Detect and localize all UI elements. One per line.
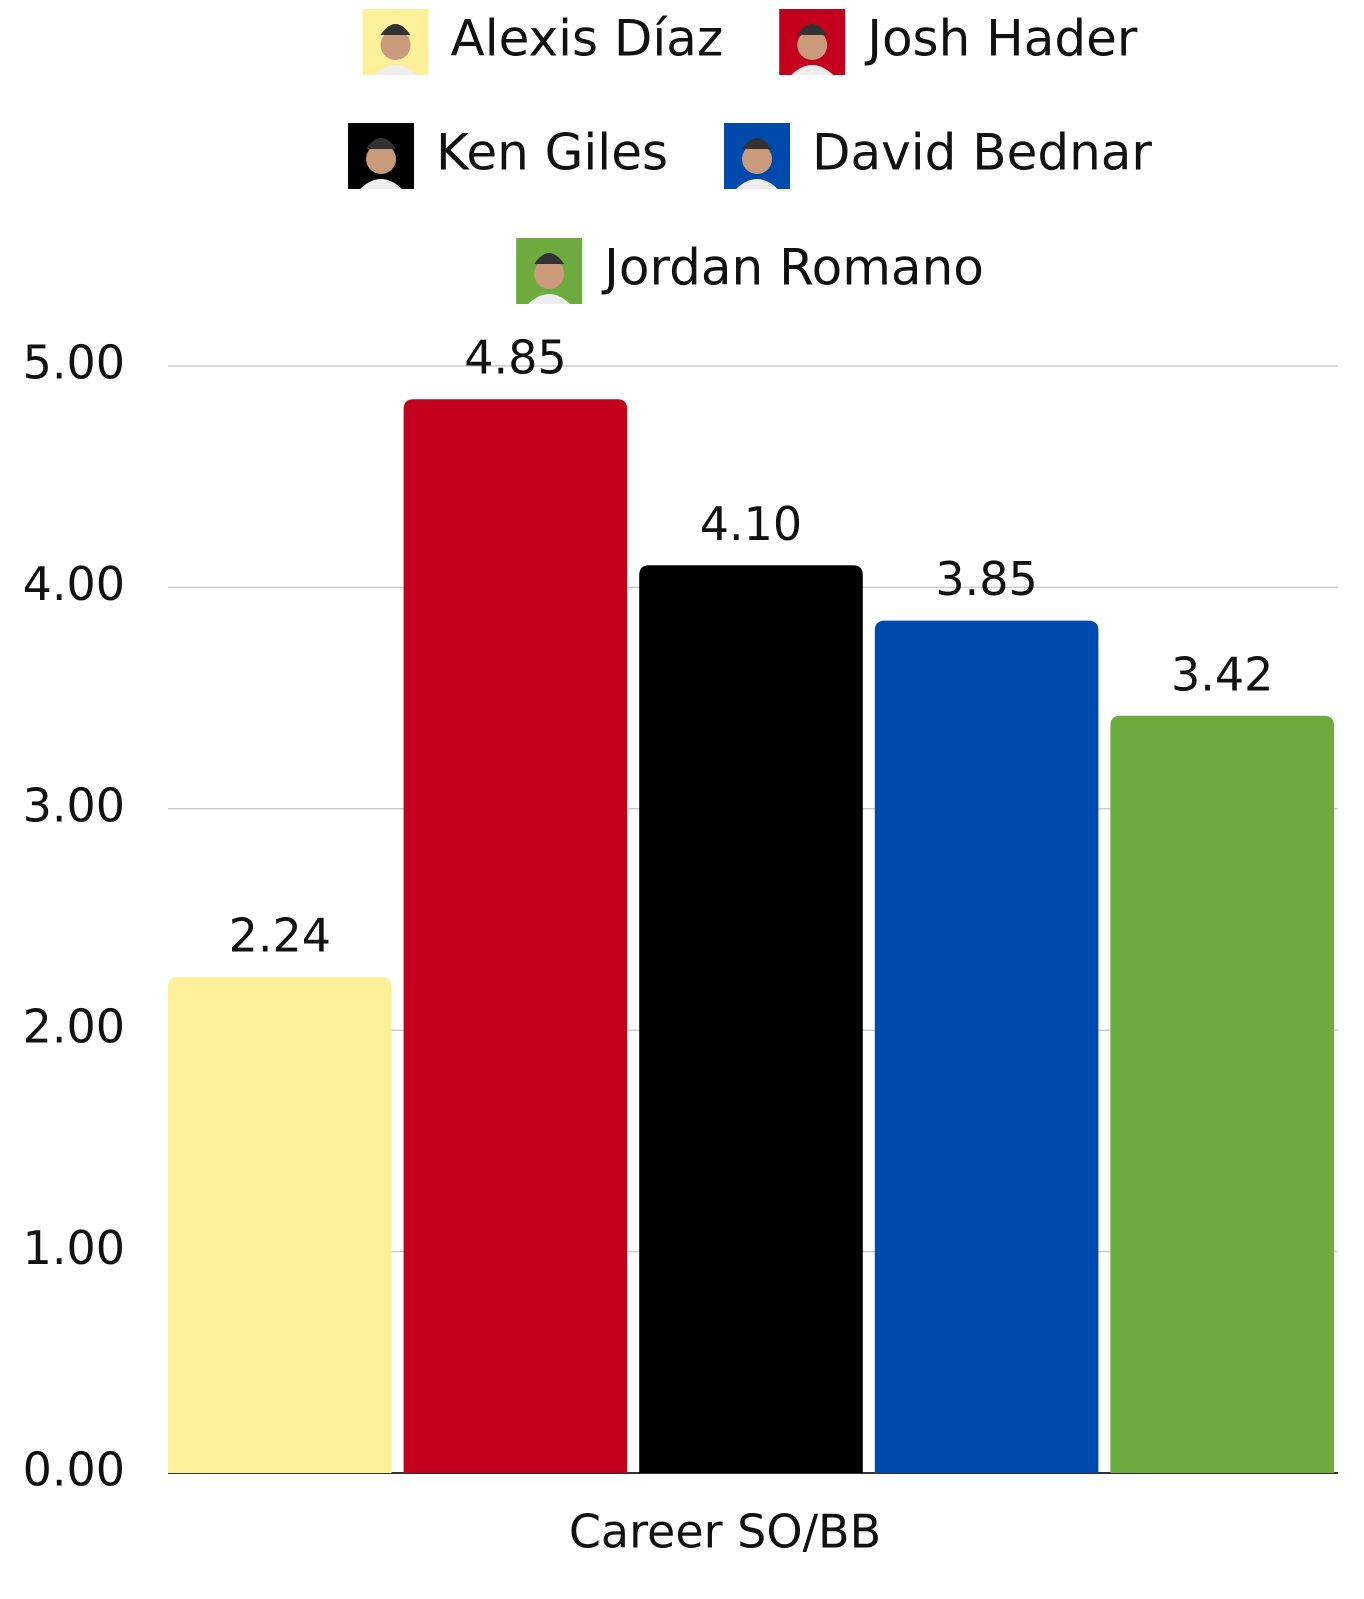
x-axis-label: Career SO/BB [569,1505,881,1559]
y-tick-label: 5.00 [23,336,125,390]
bar [403,399,628,1474]
y-tick-label: 0.00 [23,1443,125,1497]
legend-cap [797,24,828,35]
bar [874,620,1099,1473]
legend-cap [742,138,773,149]
legend-label: David Bednar [812,124,1152,182]
bar [639,565,863,1473]
legend-cap [534,253,565,264]
legend-face [742,144,773,174]
legend-cap [366,138,397,149]
legend-item: Alexis Díaz [362,9,724,75]
value-label: 2.24 [229,909,331,963]
legend-label: Ken Giles [436,124,668,182]
legend-face [797,30,828,60]
y-tick-label: 2.00 [23,1000,125,1054]
legend-item: David Bednar [724,123,1152,189]
bar [168,977,392,1473]
y-tick-label: 1.00 [23,1221,125,1275]
legend-label: Alexis Díaz [451,10,724,68]
value-label: 4.10 [700,497,802,551]
value-label: 4.85 [464,331,566,385]
legend-shirt [528,294,571,304]
legend-item: Jordan Romano [516,238,984,304]
legend-shirt [360,179,403,189]
legend-cap [380,24,411,35]
legend-item: Josh Hader [779,9,1138,75]
legend-face [366,144,397,174]
legend-shirt [791,65,834,75]
bar [1110,715,1334,1473]
legend-label: Josh Hader [864,10,1138,68]
legend-face [380,30,411,60]
legend-face [534,259,565,289]
value-label: 3.42 [1171,647,1273,701]
legend-item: Ken Giles [348,123,668,189]
legend-shirt [374,65,417,75]
y-tick-label: 4.00 [23,557,125,611]
legend-label: Jordan Romano [601,239,984,297]
y-tick-label: 3.00 [23,778,125,832]
legend-shirt [736,179,779,189]
value-label: 3.85 [935,552,1037,606]
